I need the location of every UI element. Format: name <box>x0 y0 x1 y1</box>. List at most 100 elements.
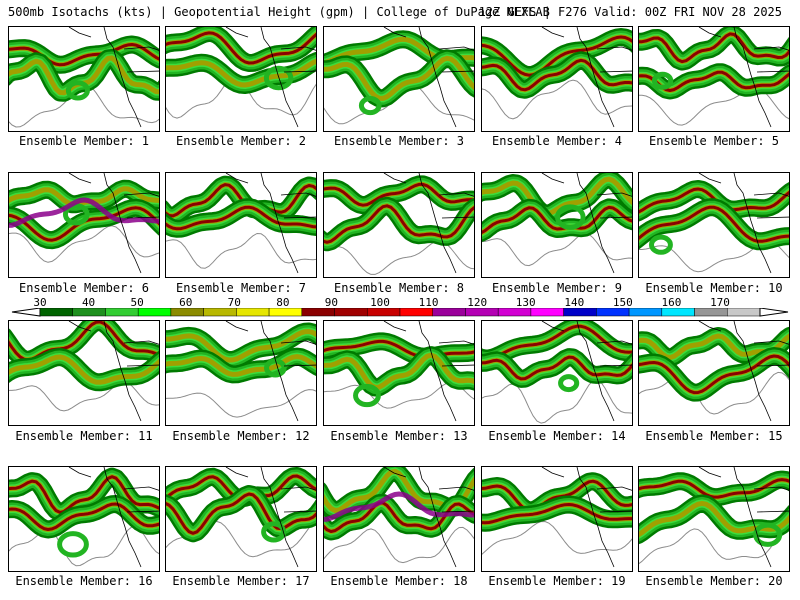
colorbar-tick-label: 120 <box>467 296 488 309</box>
colorbar-tick-label: 50 <box>130 296 144 309</box>
ensemble-member-label: Ensemble Member: 11 <box>15 429 153 443</box>
colorbar-tick-label: 60 <box>179 296 193 309</box>
isotach-map <box>166 321 316 422</box>
ensemble-member-label: Ensemble Member: 15 <box>645 429 783 443</box>
isotach-map <box>166 27 316 128</box>
colorbar-swatch <box>628 308 663 317</box>
colorbar-swatch <box>530 308 564 317</box>
ensemble-member-label: Ensemble Member: 18 <box>330 574 468 588</box>
colorbar-tick-label: 110 <box>418 296 439 309</box>
ensemble-member-map <box>323 172 475 278</box>
header-valid-time: 12Z GEFS | F276 Valid: 00Z FRI NOV 28 20… <box>478 5 782 19</box>
colorbar-swatch <box>497 308 532 317</box>
isotach-map <box>482 173 632 274</box>
isotach-map <box>482 27 632 128</box>
isotach-map <box>482 321 632 424</box>
colorbar-swatch <box>170 308 204 317</box>
colorbar-swatch <box>727 308 761 317</box>
ensemble-member-map <box>8 320 160 426</box>
ensemble-member-label: Ensemble Member: 9 <box>491 281 623 295</box>
ensemble-member-map <box>481 466 633 572</box>
isotach-map <box>639 173 789 274</box>
colorbar-tick-label: 90 <box>324 296 339 309</box>
colorbar-swatch <box>301 308 335 317</box>
colorbar-swatch <box>694 308 728 317</box>
isotach-map <box>639 467 789 568</box>
isotach-map <box>324 321 474 422</box>
ensemble-member-label: Ensemble Member: 20 <box>645 574 783 588</box>
ensemble-member-label: Ensemble Member: 14 <box>488 429 626 443</box>
ensemble-member-map <box>323 320 475 426</box>
colorbar-swatch <box>105 308 139 317</box>
colorbar-swatch <box>596 308 630 317</box>
ensemble-member-label: Ensemble Member: 8 <box>333 281 465 295</box>
colorbar-tick-label: 80 <box>276 296 290 309</box>
colorbar-swatch <box>661 308 695 317</box>
colorbar-tick-label: 30 <box>33 296 47 309</box>
ensemble-member-label: Ensemble Member: 4 <box>491 134 623 148</box>
ensemble-member-label: Ensemble Member: 17 <box>172 574 310 588</box>
ensemble-member-label: Ensemble Member: 1 <box>18 134 150 148</box>
colorbar-tick-label: 40 <box>81 296 96 309</box>
chart-header: 500mb Isotachs (kts) | Geopotential Heig… <box>0 0 800 24</box>
colorbar-swatch <box>137 308 172 317</box>
ensemble-member-map <box>638 320 790 426</box>
colorbar-swatch <box>72 308 106 317</box>
ensemble-member-map <box>165 466 317 572</box>
ensemble-member-map <box>481 26 633 132</box>
isotach-map <box>639 321 789 422</box>
ensemble-member-map <box>323 26 475 132</box>
colorbar-left-arrow <box>11 308 41 317</box>
ensemble-member-map <box>8 466 160 572</box>
ensemble-member-label: Ensemble Member: 3 <box>333 134 465 148</box>
colorbar-swatch <box>563 308 597 317</box>
isotach-map <box>324 173 474 275</box>
ensemble-member-label: Ensemble Member: 13 <box>330 429 468 443</box>
isotach-map <box>9 27 159 128</box>
colorbar-swatch <box>399 308 433 317</box>
colorbar-swatch <box>367 308 401 317</box>
colorbar-swatch <box>334 308 368 317</box>
colorbar-tick-label: 170 <box>710 296 730 309</box>
ensemble-member-map <box>481 172 633 278</box>
colorbar-tick-label: 100 <box>370 296 390 309</box>
isotach-map <box>9 467 159 568</box>
colorbar-swatch <box>432 308 466 317</box>
colorbar-swatch <box>39 308 73 317</box>
isotach-map <box>9 173 159 274</box>
colorbar-strip <box>11 308 789 317</box>
ensemble-member-map <box>638 172 790 278</box>
ensemble-member-map <box>481 320 633 426</box>
colorbar: 30 40 50 60 70 80 90 100 110 120 130 140 150 160 170 <box>0 296 800 322</box>
isotach-map <box>324 27 474 128</box>
ensemble-member-label: Ensemble Member: 10 <box>645 281 783 295</box>
colorbar-swatch <box>465 308 499 317</box>
ensemble-member-label: Ensemble Member: 2 <box>175 134 307 148</box>
ensemble-member-label: Ensemble Member: 19 <box>488 574 626 588</box>
ensemble-member-map <box>165 320 317 426</box>
colorbar-swatch <box>268 308 303 317</box>
colorbar-tick-label: 140 <box>564 296 585 309</box>
isotach-map <box>639 27 789 128</box>
ensemble-member-label: Ensemble Member: 16 <box>15 574 153 588</box>
colorbar-swatch <box>236 308 270 317</box>
isotach-map <box>482 467 632 568</box>
colorbar-tick-label: 160 <box>661 296 682 309</box>
ensemble-member-map <box>638 26 790 132</box>
colorbar-tick-label: 70 <box>227 296 241 309</box>
isotach-map <box>166 173 316 274</box>
header-title: 500mb Isotachs (kts) | Geopotential Heig… <box>8 5 550 19</box>
ensemble-member-map <box>323 466 475 572</box>
colorbar-tick-label: 150 <box>612 296 633 309</box>
ensemble-member-label: Ensemble Member: 12 <box>172 429 310 443</box>
isotach-map <box>324 467 474 568</box>
ensemble-member-label: Ensemble Member: 5 <box>648 134 780 148</box>
isotach-map <box>166 467 316 568</box>
ensemble-member-map <box>165 26 317 132</box>
isotach-map <box>9 321 159 422</box>
colorbar-swatch <box>203 308 237 317</box>
colorbar-right-arrow <box>759 308 789 317</box>
ensemble-member-map <box>8 172 160 278</box>
colorbar-tick-label: 130 <box>515 296 536 309</box>
ensemble-member-map <box>8 26 160 132</box>
